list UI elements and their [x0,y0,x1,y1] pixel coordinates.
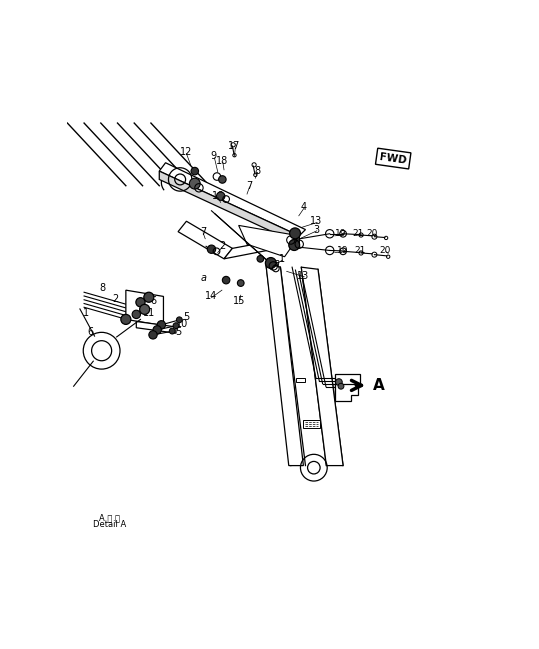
Polygon shape [266,263,303,465]
Polygon shape [296,378,306,382]
Text: 11: 11 [143,308,155,318]
Text: 3: 3 [313,225,319,234]
Text: 5: 5 [183,312,190,323]
Polygon shape [136,321,176,333]
Circle shape [140,304,150,314]
Text: 17: 17 [229,141,240,151]
Circle shape [191,167,198,175]
Text: FWD: FWD [379,152,407,165]
Text: 21: 21 [352,229,363,238]
Text: 2: 2 [112,295,119,304]
Circle shape [157,321,165,329]
Circle shape [257,256,264,262]
Circle shape [237,280,244,286]
Circle shape [173,323,179,328]
Circle shape [217,192,225,201]
Polygon shape [303,420,320,428]
Text: 13: 13 [298,271,309,280]
Text: 1: 1 [279,254,286,264]
Text: 2: 2 [219,241,225,251]
Text: 15: 15 [232,295,245,306]
Text: 20: 20 [379,246,391,255]
Text: 8: 8 [100,283,106,293]
Circle shape [223,276,230,284]
Circle shape [136,298,145,307]
Text: 10: 10 [176,319,188,330]
Text: A 拌 制: A 拌 制 [99,513,120,522]
Polygon shape [178,221,232,259]
Circle shape [121,314,131,324]
Text: Detail A: Detail A [93,520,126,528]
Polygon shape [160,163,306,236]
Circle shape [289,239,300,251]
Circle shape [176,317,182,323]
Circle shape [338,384,344,389]
Text: 16: 16 [212,191,224,201]
Circle shape [208,245,216,253]
Circle shape [265,258,277,269]
Circle shape [336,379,342,386]
Text: 7: 7 [246,180,252,191]
Polygon shape [224,236,299,259]
Text: 18: 18 [216,156,228,165]
Text: 6: 6 [87,327,93,337]
Text: 7: 7 [200,227,206,237]
Text: 19: 19 [337,246,349,255]
Polygon shape [301,267,343,465]
Circle shape [219,176,226,183]
Text: 1: 1 [83,308,89,318]
Circle shape [132,310,141,319]
Circle shape [189,178,200,189]
Text: 5: 5 [175,327,181,337]
Polygon shape [160,171,299,244]
Text: 21: 21 [354,246,365,255]
Text: 19: 19 [335,229,347,238]
Text: A: A [372,378,384,393]
Circle shape [169,328,175,334]
Text: 13: 13 [310,216,322,227]
Circle shape [153,326,161,334]
Circle shape [289,228,300,239]
Circle shape [149,331,157,339]
Text: 4: 4 [300,202,307,212]
Polygon shape [239,225,299,257]
Text: 14: 14 [205,291,218,301]
Polygon shape [335,384,358,401]
Text: 6: 6 [150,295,156,306]
Text: 8: 8 [254,166,260,176]
Polygon shape [126,290,163,326]
Text: 20: 20 [367,229,378,238]
Text: 12: 12 [180,147,192,157]
Text: a: a [200,273,206,282]
Circle shape [144,292,154,302]
Polygon shape [335,374,360,393]
Text: 9: 9 [211,151,217,162]
Text: a: a [273,258,279,268]
